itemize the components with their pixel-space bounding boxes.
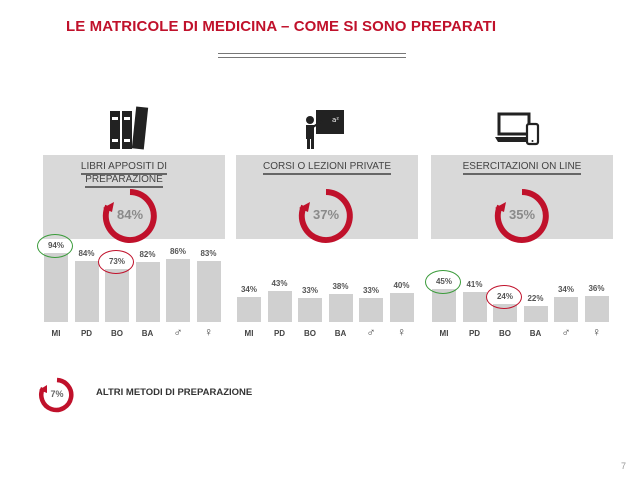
bar-category-label: ♀ (204, 325, 213, 339)
bar (523, 305, 548, 322)
bar-group-esercitazioni: 45% MI 41% PD 24% BO 22% BA 34% ♂ 36% ♀ (425, 240, 613, 360)
highlight-max (37, 234, 73, 259)
panel-title-libri: LIBRI APPOSITI DI PREPARAZIONE (80, 161, 168, 188)
bar (267, 290, 292, 322)
bar (432, 289, 456, 322)
bar-category-label: ♀ (397, 325, 406, 339)
books-icon (110, 106, 149, 150)
bar-category-label: PD (80, 329, 93, 338)
bar-value: 33% (301, 285, 318, 295)
overall-pct-esercitazioni: 35% (508, 207, 536, 222)
bar (166, 259, 190, 322)
bar-category-label: BA (141, 329, 154, 338)
panel-corsi: CORSI O LEZIONI PRIVATE (236, 155, 418, 239)
bar (74, 260, 99, 322)
bar-category-label: ♀ (592, 325, 601, 339)
ring-altri (39, 377, 74, 413)
teacher-blackboard-icon: a² (306, 110, 344, 149)
overall-pct-corsi: 37% (312, 207, 340, 222)
other-pct: 7% (50, 389, 64, 399)
bar-value: 41% (466, 280, 483, 290)
bar (298, 297, 322, 322)
bar-value: 84% (78, 248, 95, 258)
bar-value: 34% (557, 285, 574, 295)
bar-category-label: MI (51, 329, 61, 338)
bar-category-label: BA (529, 329, 542, 338)
bar-value: 22% (527, 293, 544, 303)
bar-group-corsi: 34% MI 43% PD 33% BO 38% BA 33% ♂ 40% ♀ (236, 240, 418, 360)
bar-category-label: ♂ (561, 325, 571, 339)
bar-value: 40% (393, 280, 410, 290)
bar-category-label: BO (111, 329, 123, 338)
bar-category-label: ♂ (173, 325, 183, 339)
bar (493, 304, 517, 322)
bar (359, 297, 383, 322)
page-number: 7 (620, 461, 626, 471)
other-label: ALTRI METODI DI PREPARAZIONE (96, 387, 253, 398)
bar (328, 294, 353, 322)
bar (196, 261, 221, 322)
bar-group-libri: 94% MI 84% PD 73% BO 82% BA 86% ♂ 83% ♀ (37, 234, 225, 360)
laptop-phone-icon (495, 112, 540, 146)
bar (135, 262, 160, 322)
panel-esercitazioni: ESERCITAZIONI ON LINE (431, 155, 613, 239)
highlight-min (486, 285, 522, 310)
panel-libri: LIBRI APPOSITI DI PREPARAZIONE (43, 155, 225, 239)
ring-libri (102, 189, 157, 243)
bar (105, 268, 129, 322)
panel-title-corsi: CORSI O LEZIONI PRIVATE (263, 161, 391, 175)
title-divider (218, 53, 406, 58)
bar-value: 86% (169, 247, 186, 257)
bar-value: 33% (362, 285, 379, 295)
bar (584, 295, 609, 322)
bar-category-label: PD (273, 329, 286, 338)
bar (389, 292, 414, 322)
bar (237, 297, 261, 322)
bar (554, 297, 578, 322)
panel-title-esercitazioni: ESERCITAZIONI ON LINE (462, 161, 582, 175)
bar-category-label: MI (439, 329, 449, 338)
bar-value: 34% (240, 285, 257, 295)
page-title: LE MATRICOLE DI MEDICINA – COME SI SONO … (66, 18, 497, 35)
bar-category-label: ♂ (366, 325, 376, 339)
svg-text:a²: a² (332, 116, 339, 124)
bar-value: 82% (139, 250, 156, 260)
bar-category-label: MI (244, 329, 254, 338)
bar-category-label: PD (468, 329, 481, 338)
bar (44, 253, 68, 322)
ring-esercitazioni (494, 189, 549, 243)
bar-category-label: BO (499, 329, 511, 338)
overall-pct-libri: 84% (116, 207, 144, 222)
bar-category-label: BO (304, 329, 316, 338)
bar-category-label: BA (334, 329, 347, 338)
bar-value: 36% (588, 283, 605, 293)
highlight-max (425, 270, 461, 295)
ring-corsi (298, 189, 353, 243)
bar-value: 38% (332, 282, 349, 292)
bar (462, 292, 487, 322)
bar-value: 43% (271, 278, 288, 288)
highlight-min (98, 249, 134, 274)
bar-value: 83% (200, 249, 217, 259)
